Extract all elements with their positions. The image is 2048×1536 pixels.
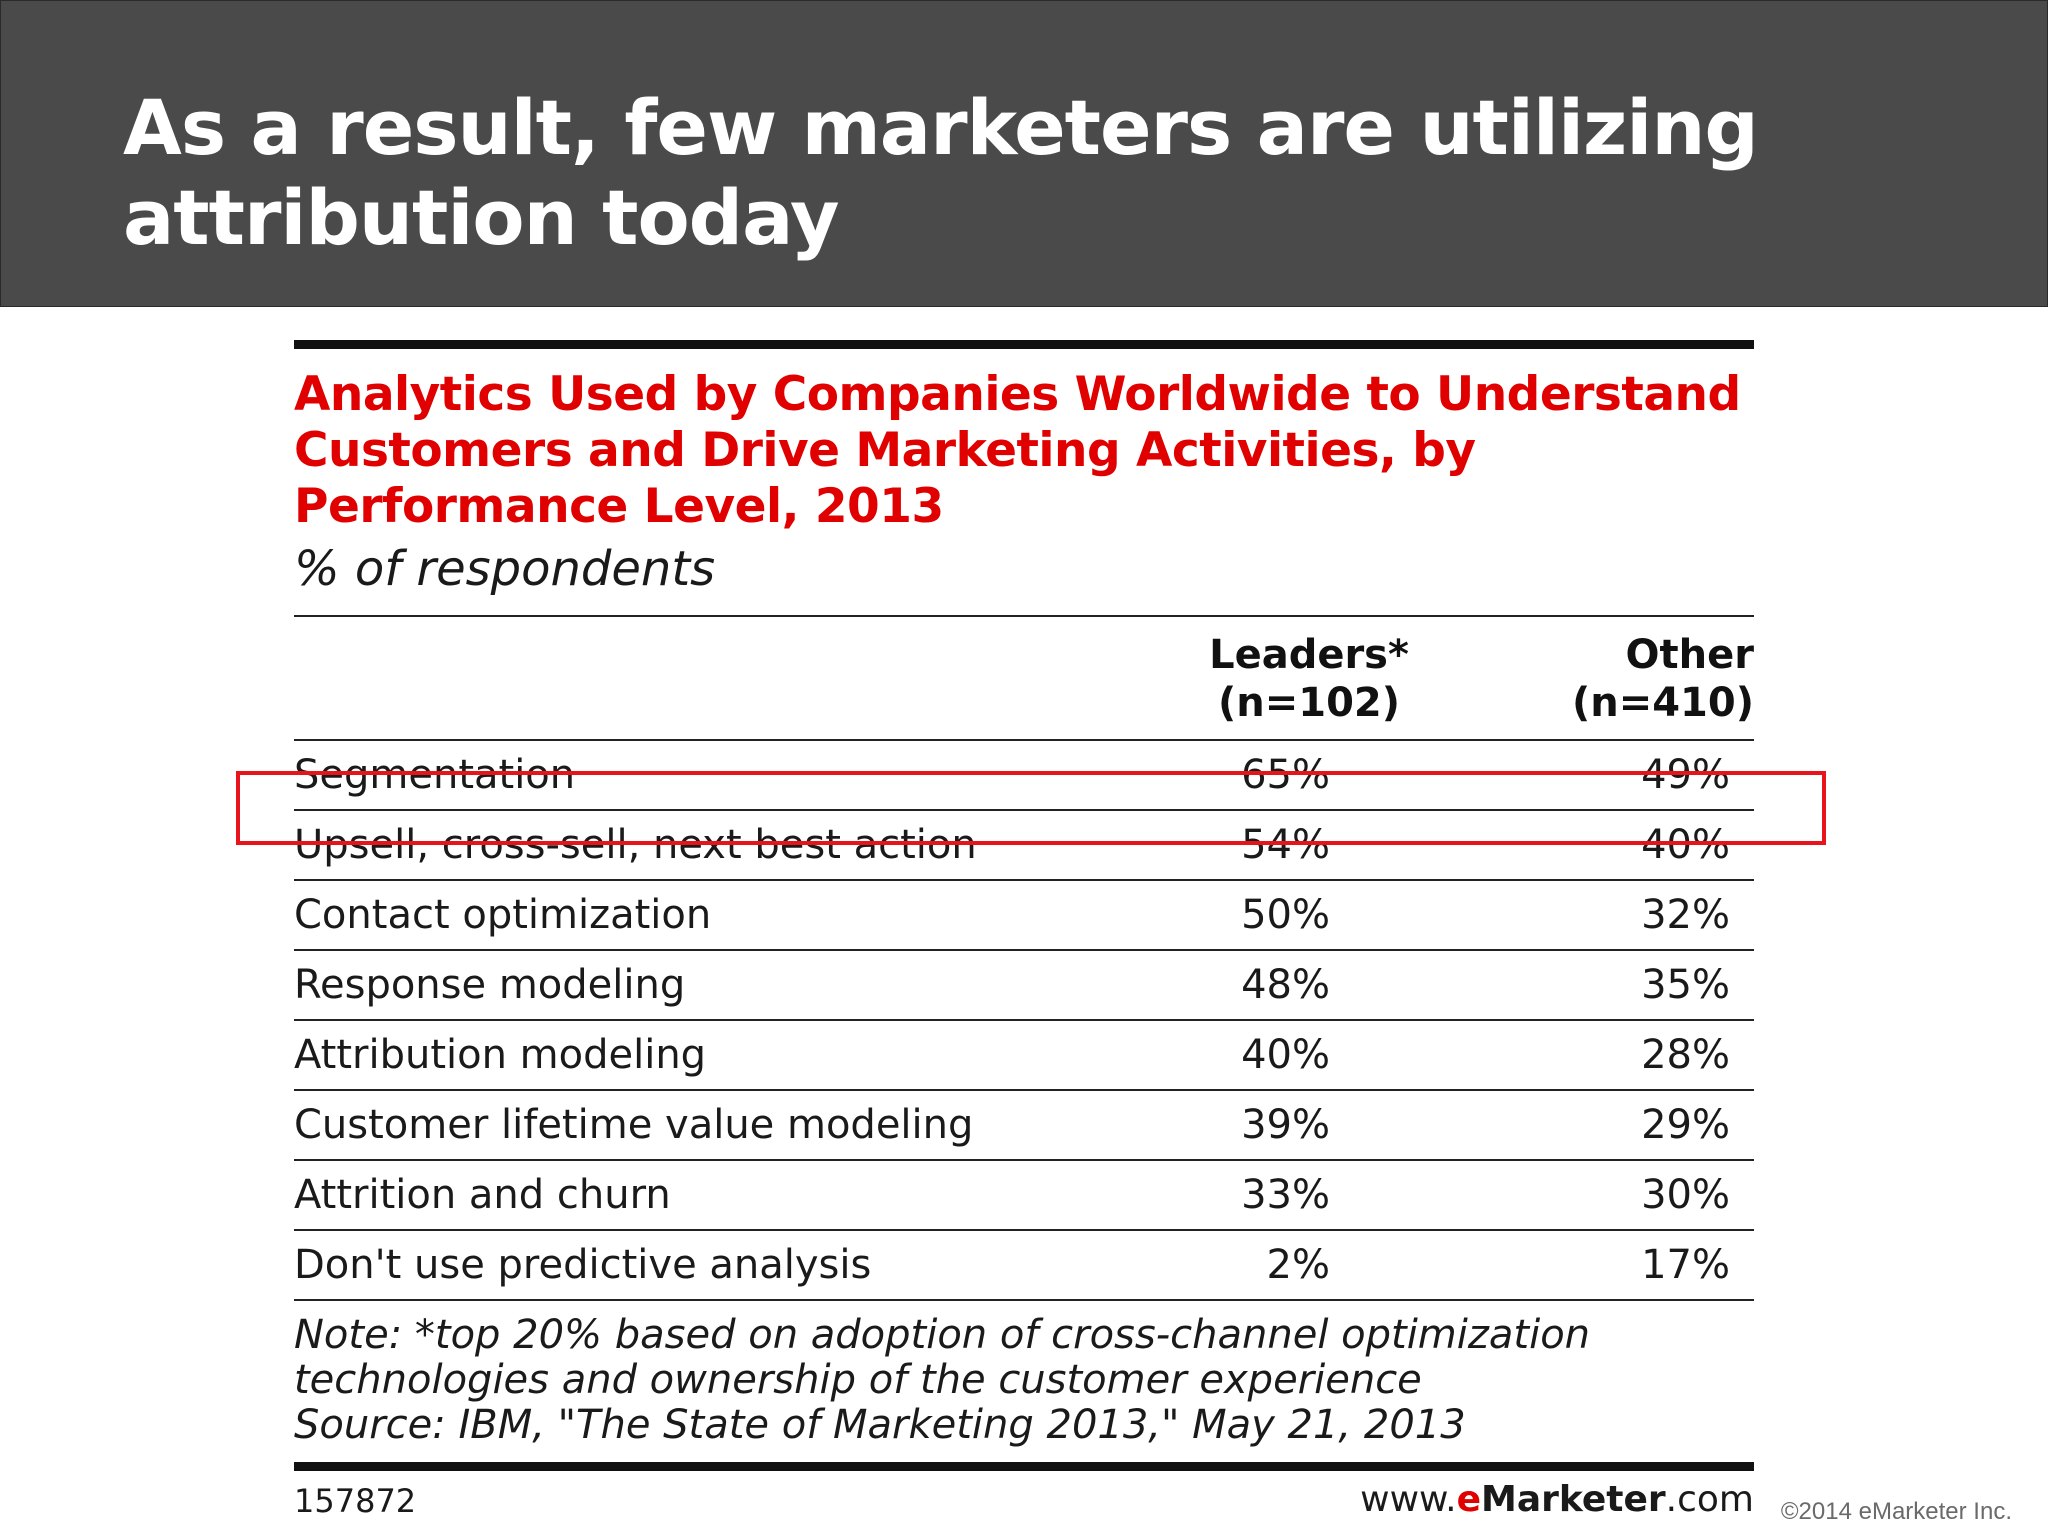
notes: Note: *top 20% based on adoption of cros… — [294, 1313, 1754, 1448]
other-value: 28% — [1641, 1032, 1730, 1078]
leaders-value: 33% — [1241, 1172, 1330, 1218]
row-label: Upsell, cross-sell, next best action — [294, 822, 977, 868]
table-row: Attrition and churn 33% 30% — [294, 1161, 1754, 1231]
source-site-brand-e: e — [1456, 1479, 1482, 1520]
column-header-other-line2: (n=410) — [1571, 680, 1754, 726]
slide-header: As a result, few marketers are utilizing… — [0, 0, 2048, 307]
leaders-value: 39% — [1241, 1102, 1330, 1148]
column-header-leaders: Leaders* (n=102) — [1179, 631, 1439, 727]
leaders-value: 50% — [1241, 892, 1330, 938]
top-rule — [294, 340, 1754, 349]
chart-footer: 157872 www.eMarketer.com — [294, 1471, 1754, 1521]
other-value: 35% — [1641, 962, 1730, 1008]
column-header-row: Leaders* (n=102) Other (n=410) — [294, 617, 1754, 739]
leaders-value: 2% — [1266, 1242, 1330, 1288]
column-header-other-line1: Other — [1625, 632, 1754, 678]
row-label: Attrition and churn — [294, 1172, 671, 1218]
note-line: technologies and ownership of the custom… — [294, 1357, 1422, 1403]
column-header-other: Other (n=410) — [1494, 631, 1754, 727]
other-value: 29% — [1641, 1102, 1730, 1148]
row-label: Response modeling — [294, 962, 686, 1008]
column-header-leaders-line1: Leaders* — [1209, 632, 1409, 678]
table-row: Don't use predictive analysis 2% 17% — [294, 1231, 1754, 1301]
source-site-prefix: www. — [1360, 1479, 1457, 1520]
table-row: Contact optimization 50% 32% — [294, 881, 1754, 951]
note-line: Note: *top 20% based on adoption of cros… — [294, 1312, 1591, 1358]
chart-id: 157872 — [294, 1482, 417, 1520]
table-row: Upsell, cross-sell, next best action 54% 4… — [294, 811, 1754, 881]
other-value: 40% — [1641, 822, 1730, 868]
attribution-row-highlight-box — [236, 771, 1826, 845]
leaders-value: 48% — [1241, 962, 1330, 1008]
other-value: 49% — [1641, 752, 1730, 798]
other-value: 17% — [1641, 1242, 1730, 1288]
leaders-value: 54% — [1241, 822, 1330, 868]
source-site-suffix: .com — [1665, 1479, 1754, 1520]
chart-title: Analytics Used by Companies Worldwide to… — [294, 367, 1741, 534]
row-label: Contact optimization — [294, 892, 712, 938]
source-site-brand-name: Marketer — [1481, 1479, 1666, 1520]
leaders-value: 40% — [1241, 1032, 1330, 1078]
header-rule — [294, 615, 1754, 617]
row-label: Don't use predictive analysis — [294, 1242, 872, 1288]
table-body: Segmentation 65% 49% Upsell, cross-sell, ne… — [294, 741, 1754, 1301]
row-label: Segmentation — [294, 752, 576, 798]
column-header-leaders-line2: (n=102) — [1217, 680, 1401, 726]
other-value: 32% — [1641, 892, 1730, 938]
table-row: Customer lifetime value modeling 39% 29% — [294, 1091, 1754, 1161]
chart-card: Analytics Used by Companies Worldwide to… — [294, 340, 1754, 1521]
row-label: Attribution modeling — [294, 1032, 707, 1078]
copyright: ©2014 eMarketer Inc. — [1780, 1498, 2012, 1525]
source-line: Source: IBM, "The State of Marketing 201… — [294, 1402, 1466, 1448]
table-row: Segmentation 65% 49% — [294, 741, 1754, 811]
slide-title: As a result, few marketers are utilizing… — [123, 83, 1759, 262]
column-header-rule — [294, 739, 1754, 741]
chart-subtitle: % of respondents — [294, 541, 716, 597]
leaders-value: 65% — [1241, 752, 1330, 798]
table-row: Attribution modeling 40% 28% — [294, 1021, 1754, 1091]
row-label: Customer lifetime value modeling — [294, 1102, 974, 1148]
source-site: www.eMarketer.com — [1360, 1479, 1754, 1521]
other-value: 30% — [1641, 1172, 1730, 1218]
table-row: Response modeling 48% 35% — [294, 951, 1754, 1021]
footer-rule — [294, 1462, 1754, 1471]
